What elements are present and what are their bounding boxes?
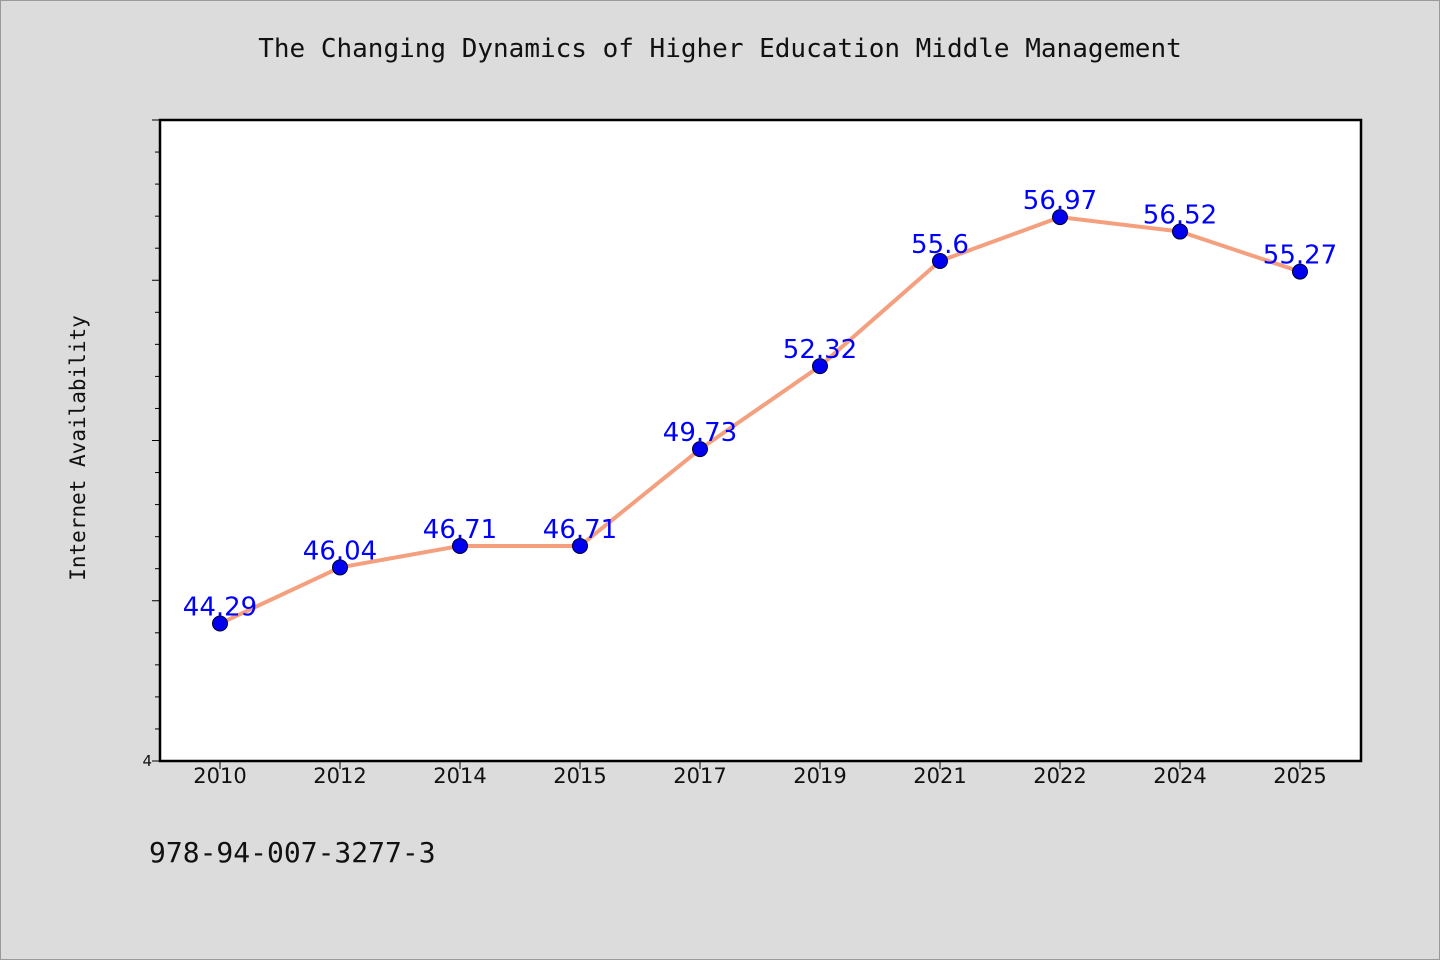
data-point (1292, 263, 1308, 280)
x-tick-label: 2021 (913, 764, 966, 788)
x-tick-label: 2015 (553, 764, 606, 788)
data-point (332, 559, 348, 576)
data-point (1052, 209, 1068, 226)
y-tick-label: 4 (142, 752, 152, 770)
chart-title: The Changing Dynamics of Higher Educatio… (258, 34, 1182, 64)
data-point (452, 537, 468, 554)
x-tick-label: 2025 (1273, 764, 1326, 788)
plot-area (158, 118, 1363, 763)
data-point (572, 537, 588, 554)
isbn-text: 978-94-007-3277-3 (149, 836, 436, 869)
series-line (218, 215, 1302, 626)
data-point (1172, 223, 1188, 240)
x-tick-label: 2017 (673, 764, 726, 788)
x-tick-label: 2014 (433, 764, 486, 788)
data-point (812, 358, 828, 375)
x-tick-label: 2024 (1153, 764, 1206, 788)
x-tick-label: 2010 (193, 764, 246, 788)
data-point (932, 253, 948, 270)
x-tick-label: 2022 (1033, 764, 1086, 788)
data-point (692, 441, 708, 458)
x-tick-label: 2019 (793, 764, 846, 788)
x-tick-label: 2012 (313, 764, 366, 788)
data-point (212, 615, 228, 632)
